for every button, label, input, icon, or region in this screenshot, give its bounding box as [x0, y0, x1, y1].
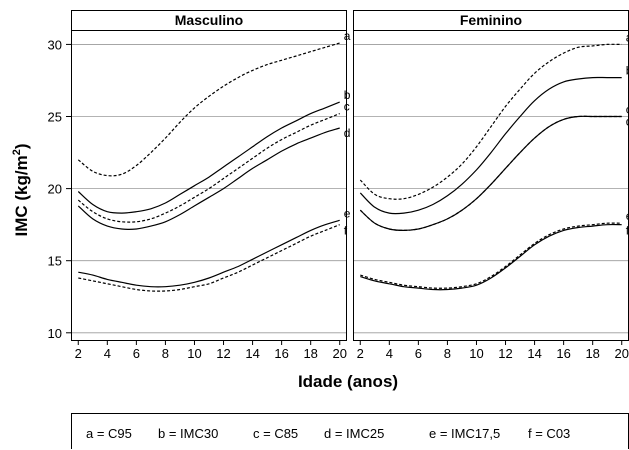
series-line-a	[359, 43, 622, 200]
y-title-part: )	[12, 143, 31, 149]
y-tick-label: 10	[48, 326, 62, 341]
series-line-e	[78, 219, 340, 288]
y-axis-title-text: IMC (kg/m2)	[11, 143, 31, 236]
x-tick-label: 8	[444, 346, 451, 361]
series-label-e: e	[626, 209, 629, 223]
legend-item-d: d = IMC25	[324, 426, 385, 441]
x-tick-label: 16	[556, 346, 570, 361]
series-label-b: b	[626, 64, 629, 78]
x-tick-label: 2	[357, 346, 364, 361]
x-tick-label: 10	[469, 346, 483, 361]
series-line-c	[77, 113, 340, 223]
y-tick-label: 20	[48, 182, 62, 197]
panel-frame	[353, 30, 629, 341]
y-title-superscript: 2	[11, 149, 23, 155]
panel-feminino: Feminino 2 4 6 8 10 12 14 16 18 20 a b cd ef	[353, 10, 629, 361]
panel-title: Masculino	[175, 12, 243, 28]
series-label-f: f	[344, 224, 348, 238]
legend-item-b: b = IMC30	[158, 426, 219, 441]
series-label-c: c	[626, 103, 629, 117]
series-line-d	[359, 115, 622, 232]
series-line-b	[77, 101, 340, 214]
series-line-b	[359, 76, 622, 215]
series-label-b: b	[344, 88, 351, 102]
x-tick-label: 12	[498, 346, 512, 361]
x-tick-label: 12	[216, 346, 230, 361]
legend: a = C95 b = IMC30 c = C85 d = IMC25 e = …	[71, 413, 629, 449]
series-label-a: a	[344, 29, 351, 43]
series-label-d: d	[344, 126, 351, 140]
x-tick-label: 16	[274, 346, 288, 361]
x-tick-label: 14	[527, 346, 541, 361]
series-line-f	[78, 224, 340, 292]
series-line-e	[360, 222, 622, 289]
x-tick-label: 20	[333, 346, 347, 361]
series-label-e: e	[344, 206, 351, 220]
series-label-f: f	[626, 224, 629, 238]
x-tick-label: 6	[415, 346, 422, 361]
legend-item-c: c = C85	[253, 426, 299, 441]
y-tick-label: 25	[48, 110, 62, 125]
legend-item-a: a = C95	[86, 426, 132, 441]
panel-frame	[71, 30, 347, 341]
series-label-d: d	[626, 115, 629, 129]
x-tick-label: 6	[133, 346, 140, 361]
y-tick-label: 15	[48, 254, 62, 269]
x-tick-label: 2	[75, 346, 82, 361]
legend-item-e: e = IMC17,5	[429, 426, 501, 441]
x-tick-label: 14	[245, 346, 259, 361]
x-axis-title: Idade (anos)	[298, 372, 398, 391]
series-line-a	[77, 42, 340, 177]
legend-item-f: f = C03	[528, 426, 571, 441]
y-title-part: IMC (kg/m	[12, 155, 31, 236]
series-line-d	[77, 127, 340, 230]
x-tick-label: 18	[303, 346, 317, 361]
y-tick-label: 30	[48, 37, 62, 52]
panel-title: Feminino	[460, 12, 522, 28]
x-tick-label: 20	[615, 346, 629, 361]
x-tick-label: 4	[104, 346, 111, 361]
panel-masculino: Masculino 2 4 6 8 10 12 14 16 18 20 10 15 20 25 30 a bcd e…	[48, 10, 351, 361]
series-line-f	[360, 223, 622, 291]
y-axis-title: IMC (kg/m2)	[11, 143, 31, 236]
series-label-a: a	[626, 30, 629, 44]
x-tick-label: 8	[162, 346, 169, 361]
x-tick-label: 4	[386, 346, 393, 361]
x-tick-label: 10	[187, 346, 201, 361]
series-label-c: c	[344, 100, 350, 114]
x-tick-label: 18	[585, 346, 599, 361]
